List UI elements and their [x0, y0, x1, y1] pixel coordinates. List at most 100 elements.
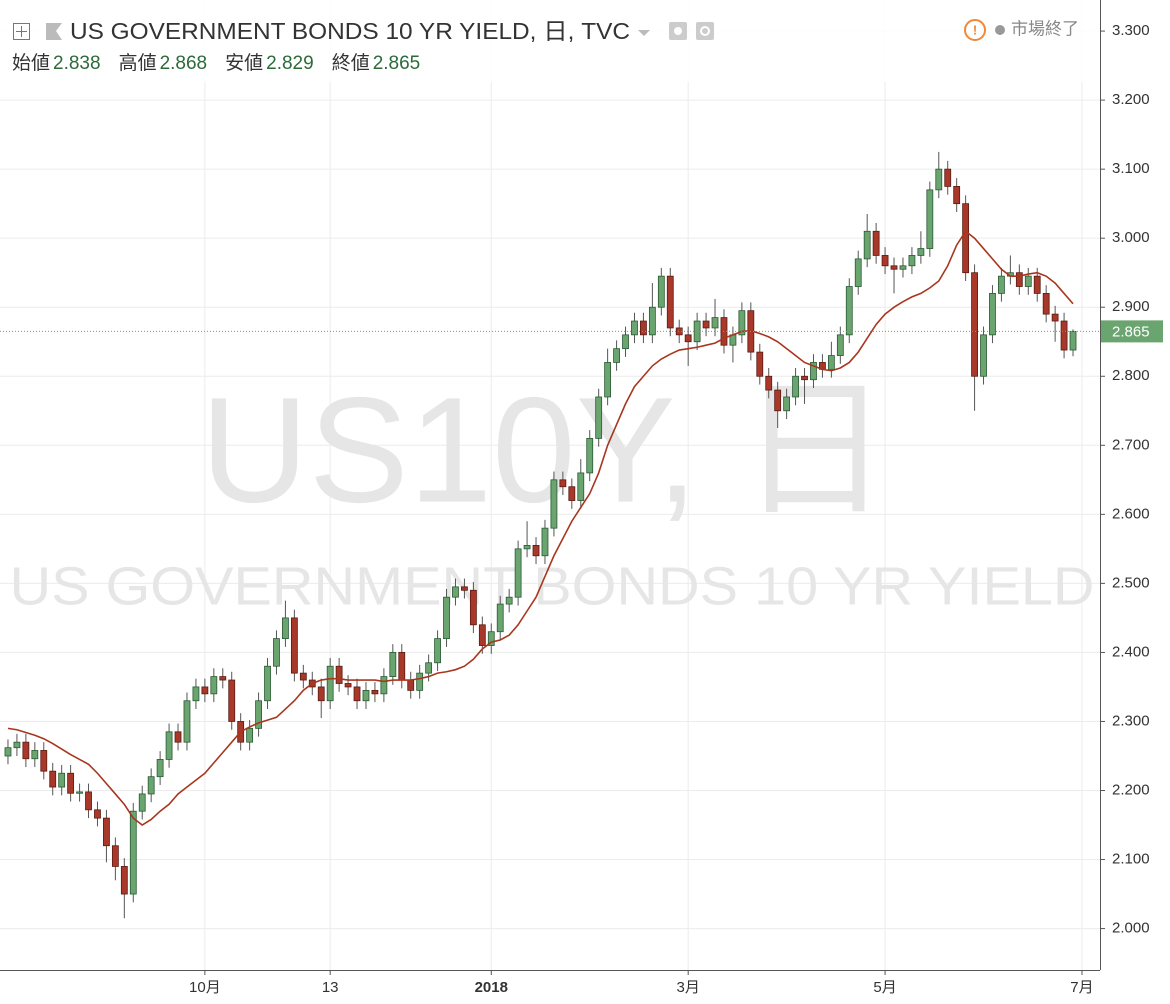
candle-body: [711, 317, 719, 329]
candle-body: [756, 351, 764, 377]
candle-body: [183, 700, 191, 743]
candle-body: [434, 638, 441, 664]
x-tick-label: 5月: [873, 979, 896, 996]
candle-body: [49, 770, 57, 788]
candle-body: [469, 589, 477, 626]
candle-body: [389, 652, 397, 677]
candle-body: [514, 548, 522, 598]
candle-body: [953, 186, 961, 205]
candle-body: [380, 676, 388, 695]
candle-body: [138, 793, 146, 812]
candle-body: [1033, 275, 1041, 294]
candle-body: [165, 731, 173, 760]
candle-body: [1051, 313, 1059, 322]
candle-body: [899, 265, 907, 270]
last-price-label: 2.865: [1112, 323, 1150, 340]
candle-body: [210, 676, 218, 695]
x-tick-label: 2018: [475, 979, 508, 996]
y-tick-label: 2.300: [1112, 712, 1150, 729]
candle-body: [264, 665, 271, 702]
y-tick-label: 2.800: [1112, 367, 1150, 384]
candle-body: [872, 230, 880, 256]
candle-body: [550, 479, 558, 529]
candle-body: [810, 362, 817, 381]
legend-label: 始値: [12, 52, 50, 74]
candle-body: [935, 168, 943, 191]
candle-body: [255, 700, 262, 729]
candle-body: [980, 334, 987, 377]
candle-body: [85, 791, 92, 811]
dropdown-icon[interactable]: [638, 30, 650, 36]
header-bg: [0, 0, 1100, 82]
legend-value: 2.829: [266, 53, 314, 74]
y-tick-label: 2.400: [1112, 643, 1150, 660]
expand-icon[interactable]: [13, 23, 30, 40]
y-tick-label: 2.200: [1112, 781, 1150, 798]
candle-body: [58, 772, 66, 788]
candle-body: [76, 791, 83, 794]
candle-body: [192, 686, 200, 702]
candle-body: [228, 679, 236, 722]
candle-body: [908, 255, 916, 267]
candle-body: [129, 810, 137, 895]
candle-body: [738, 310, 746, 336]
candle-body: [765, 375, 773, 391]
alert-icon-mark: !: [973, 22, 977, 37]
chart-title: US GOVERNMENT BONDS 10 YR YIELD, 日, TVC: [70, 18, 630, 44]
candle-body: [944, 168, 952, 187]
candle-body: [317, 686, 325, 702]
candle-body: [604, 362, 612, 398]
candle-body: [326, 665, 334, 702]
candle-body: [631, 320, 638, 336]
candle-body: [541, 527, 549, 557]
candle-body: [443, 596, 450, 640]
y-tick-label: 3.000: [1112, 229, 1150, 246]
candle-body: [111, 845, 119, 867]
candle-body: [120, 866, 128, 895]
candle-body: [962, 203, 970, 274]
candle-body: [783, 396, 791, 412]
candle-body: [425, 662, 433, 674]
candle-body: [344, 683, 352, 688]
candle-body: [452, 586, 459, 598]
candle-body: [371, 689, 379, 695]
candle-body: [94, 809, 101, 819]
candle-body: [174, 731, 182, 743]
watermark-name: US GOVERNMENT BONDS 10 YR YIELD: [10, 556, 1095, 616]
settings-icon[interactable]: [696, 22, 714, 40]
y-tick-label: 2.600: [1112, 505, 1150, 522]
candle-body: [890, 265, 898, 270]
candle-body: [532, 545, 540, 557]
candle-body: [273, 638, 280, 667]
axes: 2.000 2.100 2.200 2.300 2.400 2.500 2.600 2.700…: [189, 22, 1163, 996]
candle-body: [282, 617, 289, 640]
candle-body: [461, 586, 468, 591]
ohlc-legend: 始値 2.838 高値 2.868 安値 2.829 終値 2.865: [12, 52, 420, 74]
y-tick-label: 2.900: [1112, 298, 1150, 315]
candle-body: [863, 230, 871, 260]
candle-body: [290, 617, 298, 674]
flag-icon[interactable]: [46, 23, 62, 40]
candle-body: [559, 479, 567, 488]
alert-icon[interactable]: [964, 19, 986, 41]
y-tick-label: 2.500: [1112, 574, 1150, 591]
moving-average-line: [7, 230, 1074, 826]
candle-body: [478, 624, 486, 646]
candle-body: [926, 189, 934, 249]
candle-body: [523, 545, 531, 550]
candle-body: [971, 272, 978, 377]
candle-body: [31, 750, 39, 760]
candle-body: [67, 772, 75, 794]
candle-body: [648, 306, 656, 336]
candle-body: [398, 652, 406, 681]
candle-body: [416, 672, 424, 691]
market-status: 市場終了: [1011, 19, 1079, 38]
candle-body: [827, 355, 835, 370]
legend-value: 2.868: [160, 53, 208, 74]
candle-body: [622, 334, 629, 350]
status-dot: [995, 25, 1005, 35]
candle-body: [496, 603, 504, 633]
candle-body: [675, 327, 683, 336]
